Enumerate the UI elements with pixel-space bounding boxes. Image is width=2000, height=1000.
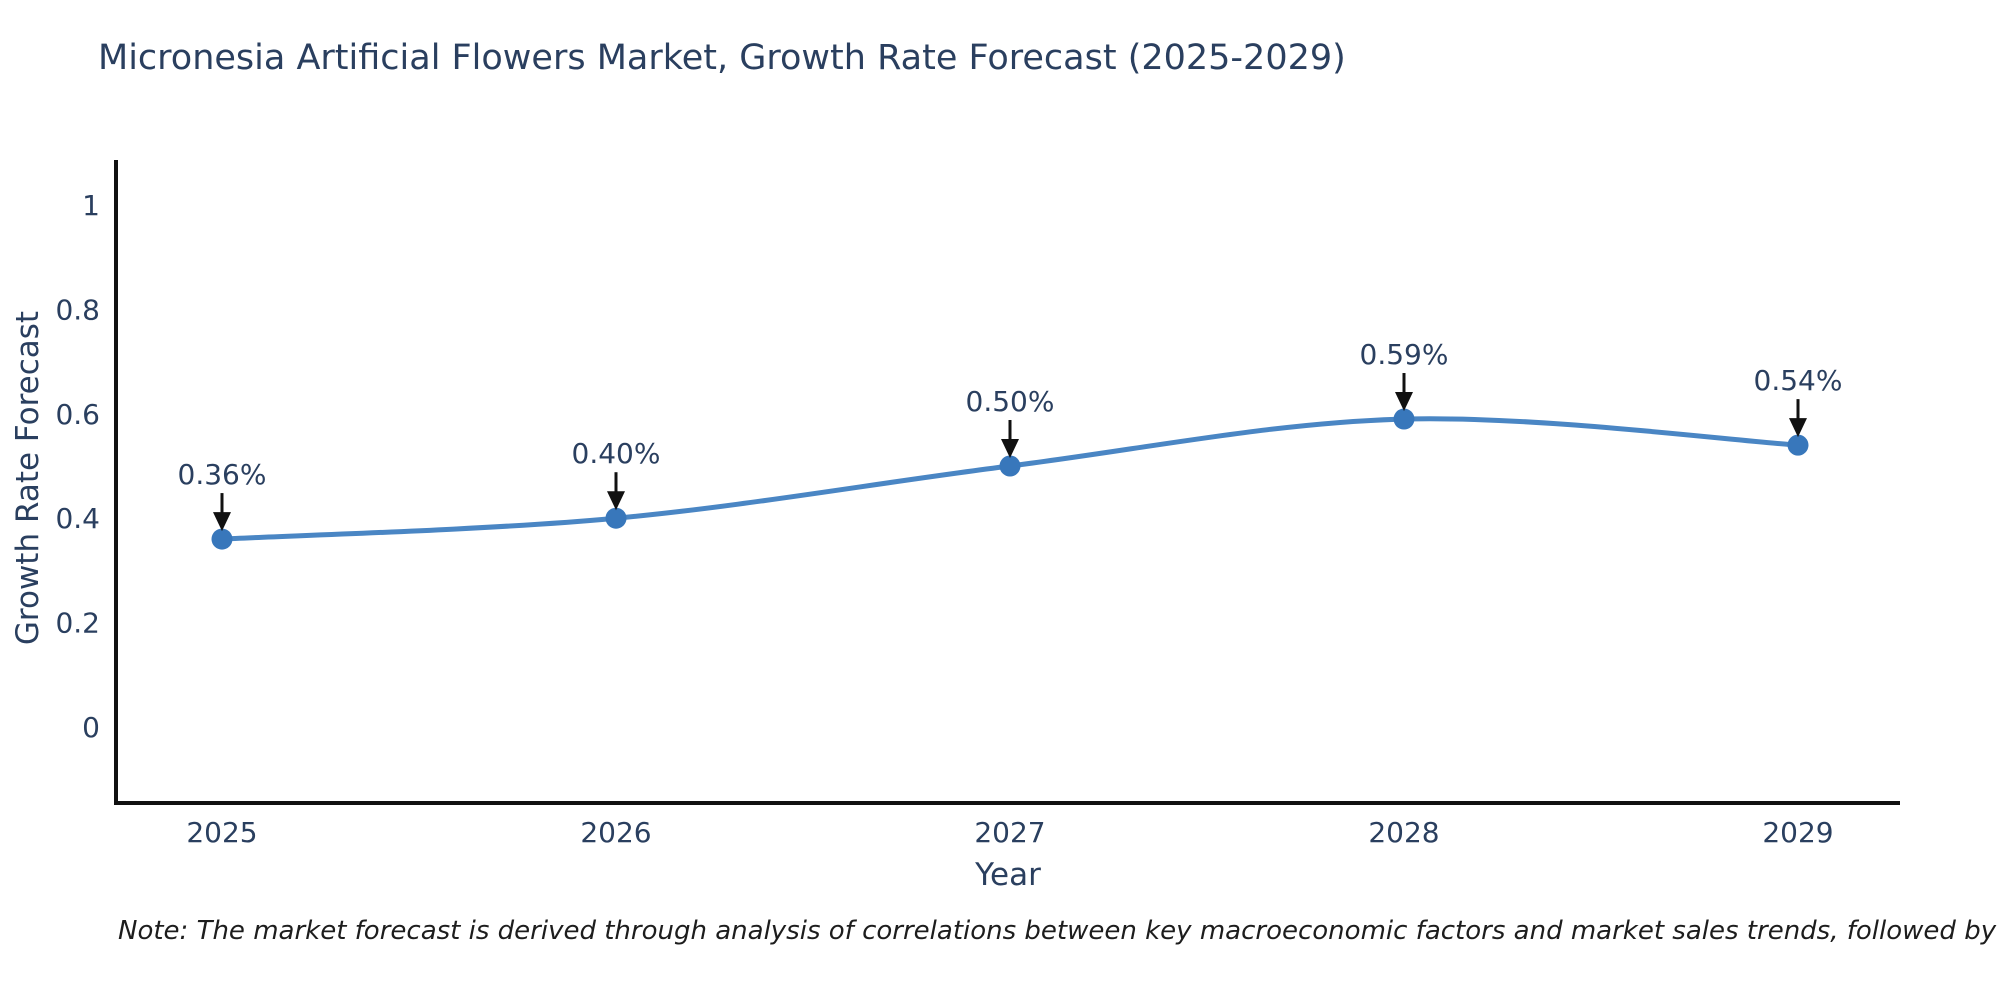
data-point	[999, 455, 1021, 477]
footnote: Note: The market forecast is derived thr…	[118, 916, 2000, 946]
data-label: 0.54%	[1754, 364, 1843, 397]
y-tick-label: 0.4	[55, 502, 100, 535]
chart-title: Micronesia Artificial Flowers Market, Gr…	[98, 38, 1346, 78]
data-point	[1787, 434, 1809, 456]
annotation-arrowhead	[1001, 439, 1019, 458]
x-tick-label: 2025	[186, 816, 257, 849]
y-tick-label: 1	[82, 189, 100, 222]
y-tick-label: 0.8	[55, 293, 100, 326]
x-axis-title: Year	[975, 857, 1041, 893]
annotation-arrowhead	[1789, 418, 1807, 438]
y-tick-label: 0	[82, 711, 100, 744]
data-label: 0.36%	[178, 458, 267, 491]
x-tick-label: 2026	[580, 816, 651, 849]
data-label: 0.40%	[572, 437, 661, 470]
data-label: 0.50%	[966, 385, 1055, 418]
data-point	[1393, 408, 1415, 430]
annotation-arrowhead	[607, 491, 625, 511]
annotation-arrowhead	[1395, 392, 1413, 412]
annotation-arrowhead	[213, 512, 231, 532]
x-tick-label: 2029	[1762, 816, 1833, 849]
data-label: 0.59%	[1360, 338, 1449, 371]
y-tick-label: 0.2	[55, 607, 100, 640]
x-tick-label: 2027	[974, 816, 1045, 849]
data-point	[605, 507, 627, 529]
x-tick-label: 2028	[1368, 816, 1439, 849]
y-tick-label: 0.6	[55, 398, 100, 431]
data-point	[211, 528, 233, 550]
